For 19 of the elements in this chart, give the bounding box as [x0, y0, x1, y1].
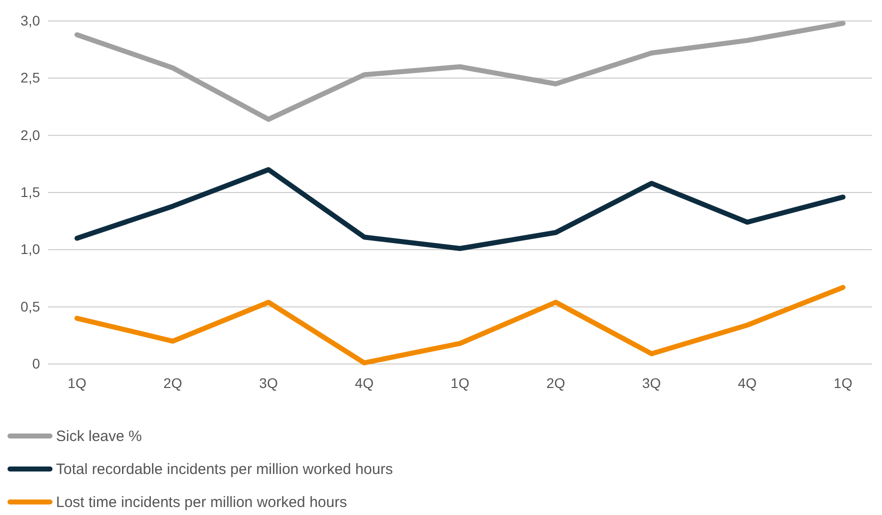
y-tick-label: 0,5	[20, 298, 40, 314]
x-tick-label: 1Q	[834, 374, 852, 391]
y-tick-label: 0	[32, 355, 40, 372]
y-tick-label: 3,0	[20, 12, 40, 28]
x-tick-label: 4Q	[738, 374, 757, 391]
x-tick-label: 1Q	[68, 374, 86, 391]
legend-label: Sick leave %	[56, 428, 142, 445]
y-tick-label: 2,0	[20, 126, 40, 143]
y-tick-label: 2,5	[20, 70, 40, 86]
x-tick-label: 2Q	[546, 374, 566, 391]
y-tick-label: 1,5	[20, 184, 40, 200]
x-tick-label: 4Q	[354, 374, 374, 391]
x-tick-label: 3Q	[642, 374, 661, 391]
x-tick-label: 3Q	[259, 374, 278, 391]
x-tick-label: 2Q	[163, 374, 182, 391]
y-tick-label: 1,0	[20, 241, 40, 258]
legend-label: Lost time incidents per million worked hours	[56, 494, 347, 511]
x-tick-label: 1Q	[450, 374, 470, 391]
legend-label: Total recordable incidents per million worked hours	[56, 461, 393, 478]
